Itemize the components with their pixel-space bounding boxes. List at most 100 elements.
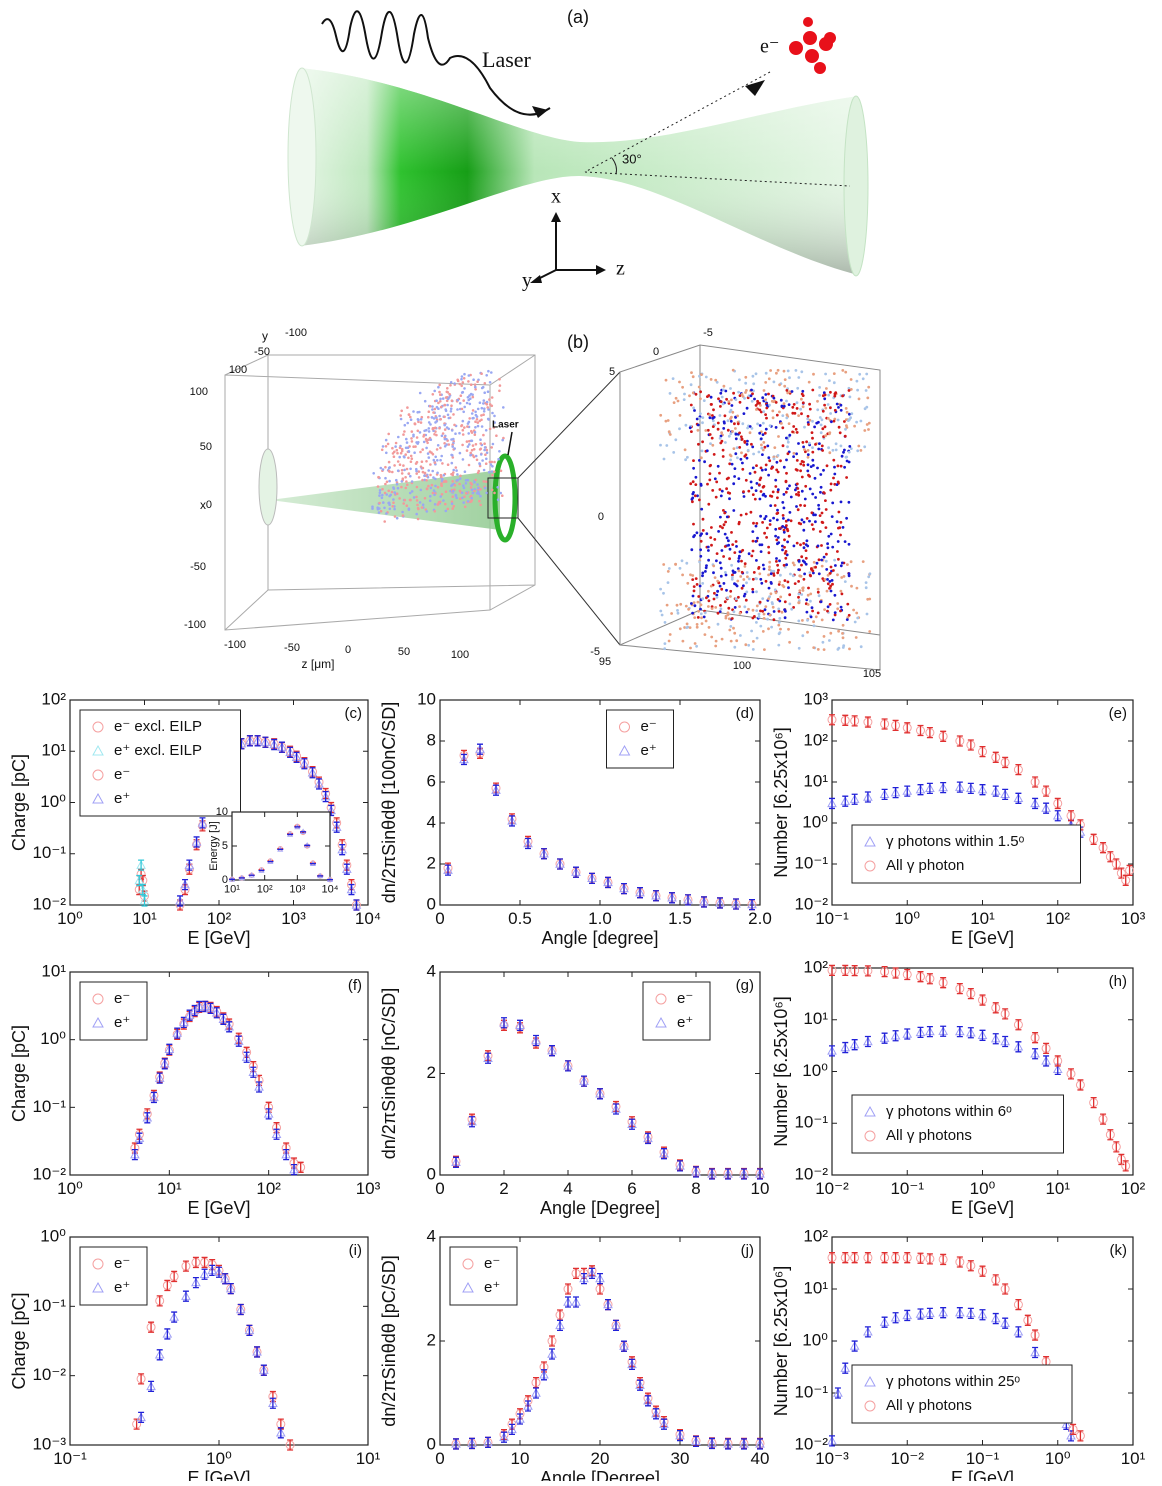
particle	[811, 569, 814, 572]
particle	[387, 490, 390, 493]
particle	[738, 570, 741, 573]
particle	[790, 608, 793, 611]
data-point	[881, 1317, 889, 1327]
data-point	[1001, 789, 1009, 799]
particle	[770, 467, 773, 470]
y-tick-label: 10⁻²	[794, 1164, 828, 1183]
particle	[439, 398, 442, 401]
particle	[437, 486, 440, 489]
particle	[806, 611, 809, 614]
tick-label: 0	[206, 499, 212, 511]
particle	[755, 590, 758, 593]
particle	[501, 494, 504, 497]
panel-label: (f)	[348, 977, 362, 994]
particle	[773, 618, 776, 621]
particle	[726, 596, 729, 599]
particle	[733, 475, 736, 478]
particle	[816, 467, 819, 470]
particle	[731, 404, 734, 407]
arrow-head	[596, 265, 606, 275]
particle	[714, 379, 717, 382]
data-point	[917, 726, 925, 736]
x-tick-label: 0	[435, 1179, 444, 1198]
particle	[694, 642, 697, 645]
particle	[797, 376, 800, 379]
particle	[843, 449, 846, 452]
particle	[741, 393, 744, 396]
particle	[822, 469, 825, 472]
particle	[379, 492, 382, 495]
particle	[811, 610, 814, 613]
particle	[840, 590, 843, 593]
particle	[418, 470, 421, 473]
particle	[697, 610, 700, 613]
particle	[379, 489, 382, 492]
particle	[839, 610, 842, 613]
y-tick-label: 10⁻²	[32, 894, 66, 913]
y-tick-label: 2	[427, 1330, 436, 1349]
particle	[737, 560, 740, 563]
particle	[729, 548, 732, 551]
particle	[821, 512, 824, 515]
particle	[441, 435, 444, 438]
data-point	[1031, 1033, 1039, 1043]
particle	[417, 419, 420, 422]
data-point	[315, 779, 323, 789]
particle	[697, 595, 700, 598]
data-point	[532, 1388, 540, 1398]
particle	[814, 443, 817, 446]
particle	[439, 400, 442, 403]
particle	[719, 405, 722, 408]
particle	[782, 514, 785, 517]
particle	[802, 446, 805, 449]
x-tick-label: 10⁰	[970, 1179, 996, 1198]
particle	[405, 487, 408, 490]
tick-label: -50	[284, 642, 300, 654]
data-point	[939, 1308, 947, 1318]
particle	[697, 616, 700, 619]
particle	[699, 390, 702, 393]
particle	[707, 559, 710, 562]
particle	[428, 430, 431, 433]
particle	[723, 385, 726, 388]
particle	[735, 545, 738, 548]
particle	[794, 582, 797, 585]
particle	[767, 597, 770, 600]
data-point	[851, 1040, 859, 1050]
data-point	[1099, 1114, 1107, 1124]
particle	[406, 406, 409, 409]
particle	[399, 447, 402, 450]
data-point	[967, 1028, 975, 1038]
particle	[796, 407, 799, 410]
particle	[804, 485, 807, 488]
particle	[454, 432, 457, 435]
panel-label: (d)	[736, 705, 754, 722]
particle	[444, 408, 447, 411]
x-tick-label: 1.5	[668, 909, 692, 928]
particle	[750, 394, 753, 397]
particle	[381, 494, 384, 497]
particle	[798, 593, 801, 596]
particle	[683, 393, 686, 396]
particle	[481, 425, 484, 428]
particle	[696, 626, 699, 629]
particle	[755, 621, 758, 624]
particle	[445, 490, 448, 493]
particle	[800, 564, 803, 567]
data-point	[564, 1297, 572, 1307]
particle	[716, 590, 719, 593]
particle	[840, 409, 843, 412]
tick-label: -50	[190, 561, 206, 573]
particle	[753, 398, 756, 401]
particle	[717, 623, 720, 626]
particle	[412, 410, 415, 413]
particle	[704, 429, 707, 432]
particle	[394, 445, 397, 448]
particle	[477, 487, 480, 490]
y-tick-label: 10⁻¹	[794, 853, 828, 872]
particle	[833, 473, 836, 476]
particle	[796, 459, 799, 462]
x-tick-label: 10¹	[356, 1449, 381, 1468]
y-tick-label: 10⁰	[40, 792, 66, 811]
particle	[489, 381, 492, 384]
